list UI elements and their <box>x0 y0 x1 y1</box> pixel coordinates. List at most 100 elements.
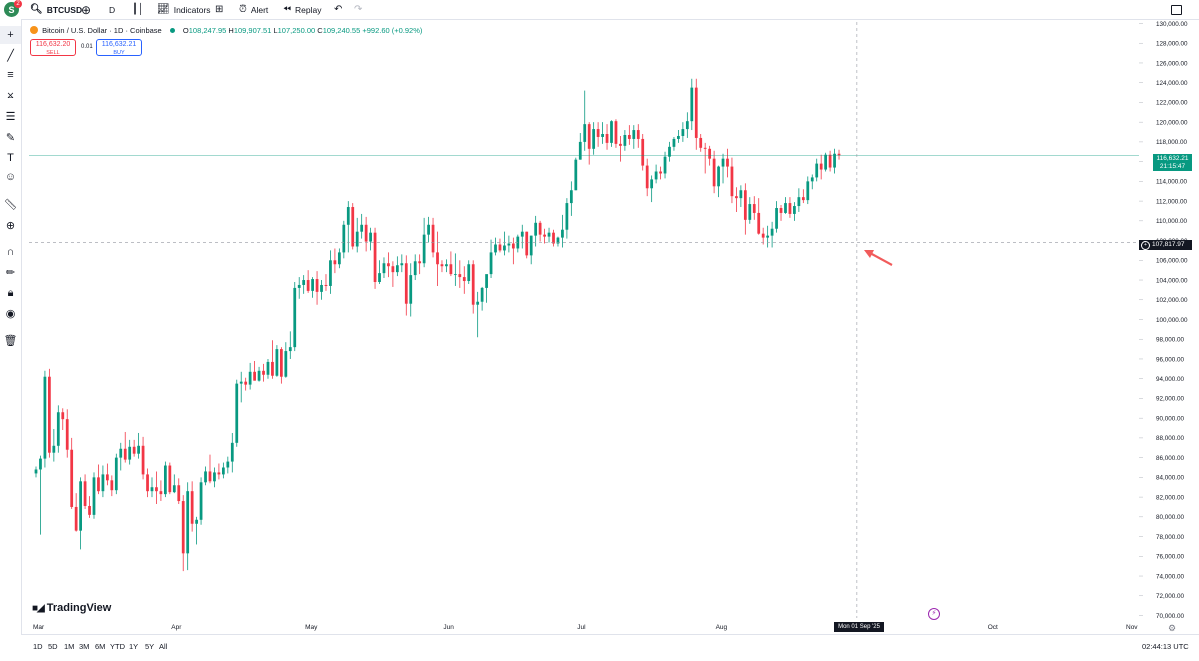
arrow-shaft <box>869 252 893 266</box>
candle-body <box>271 361 274 376</box>
ruler-tool-icon[interactable]: 📏︎ <box>3 198 18 211</box>
lock-icon[interactable]: 🔒︎ <box>7 286 14 299</box>
candle-body <box>534 222 538 236</box>
close-value: 109,240.55 <box>322 26 361 35</box>
candle-body <box>163 465 167 495</box>
candle-body <box>552 232 555 244</box>
price-tick-label: 92,000.00 <box>1156 396 1185 403</box>
eye-icon[interactable]: ◉ <box>5 307 16 320</box>
replay-button[interactable]: ⏪︎ Replay <box>283 0 321 19</box>
price-tick-label: 102,000.00 <box>1156 297 1188 304</box>
candle-body <box>360 224 364 232</box>
candle-body <box>284 351 288 377</box>
timeframe-6m[interactable]: 6M <box>95 642 106 651</box>
pattern-tool-icon[interactable]: ⨲ <box>7 88 14 101</box>
notification-badge: 2 <box>14 0 22 8</box>
candle-body <box>445 264 448 267</box>
timeframe-3m[interactable]: 3M <box>79 642 90 651</box>
candle-body <box>449 264 453 275</box>
trash-icon[interactable]: 🗑︎ <box>3 334 18 347</box>
indicators-button[interactable]: 📈︎ Indicators <box>157 0 211 19</box>
layout-button[interactable] <box>1171 0 1186 19</box>
price-tick-label: 86,000.00 <box>1156 455 1185 462</box>
candle-body <box>337 252 341 265</box>
candle-body <box>659 171 662 174</box>
alert-button[interactable]: ⏰︎ Alert <box>239 0 268 19</box>
candle-body <box>636 130 640 139</box>
timeframe-1m[interactable]: 1M <box>64 642 75 651</box>
chart-type-button[interactable]: ┃│ <box>132 0 148 19</box>
candle-body <box>810 177 814 182</box>
candle-body <box>324 284 328 286</box>
candle-body <box>311 279 314 291</box>
timeframe-5y[interactable]: 5Y <box>145 642 155 651</box>
forecast-tool-icon[interactable]: ☰ <box>5 110 16 123</box>
utc-clock[interactable]: 02:44:13 UTC <box>1142 642 1189 651</box>
brush-tool-icon[interactable]: ✎ <box>5 131 16 144</box>
sell-price: 116,632.20 <box>35 41 71 48</box>
stay-in-drawing-icon[interactable]: ✏ <box>5 266 16 279</box>
candle-body <box>739 190 743 199</box>
candle-body <box>489 252 493 275</box>
candle-body <box>39 458 42 470</box>
fib-tool-icon[interactable]: ≡ <box>7 69 14 81</box>
symbol-search-button[interactable]: 🔍︎ BTCUSD <box>30 0 82 19</box>
text-tool-icon[interactable]: T <box>7 152 14 164</box>
candle-body <box>547 232 551 237</box>
timeframe-all[interactable]: All <box>159 642 168 651</box>
buy-button[interactable]: 116,632.21 BUY <box>96 39 142 56</box>
interval-button[interactable]: D <box>109 0 115 19</box>
avatar-letter: S <box>8 4 15 15</box>
candle-body <box>235 383 239 443</box>
emoji-tool-icon[interactable]: ☺ <box>4 171 17 183</box>
candle-body <box>761 233 765 238</box>
magnet-tool-icon[interactable]: ∩ <box>6 246 15 258</box>
candle-body <box>743 190 747 220</box>
candle-body <box>614 121 618 144</box>
crosshair-tool-icon[interactable]: + <box>0 26 21 44</box>
timeframe-1d[interactable]: 1D <box>33 642 43 651</box>
price-tick-label: 118,000.00 <box>1156 139 1188 146</box>
candle-body <box>186 491 190 554</box>
zoom-in-tool-icon[interactable]: ⊕ <box>5 219 16 232</box>
candle-body <box>574 159 578 191</box>
templates-button[interactable]: ⊞ <box>215 0 227 19</box>
candle-body <box>837 153 841 156</box>
timeframe-1y[interactable]: 1Y <box>129 642 139 651</box>
candle-body <box>373 232 377 283</box>
candle-body <box>453 274 457 275</box>
price-tick-label: 104,000.00 <box>1156 277 1188 284</box>
add-symbol-button[interactable]: ⊕ <box>81 0 95 19</box>
candle-body <box>159 491 163 495</box>
candle-body <box>498 244 502 251</box>
candle-body <box>395 265 399 273</box>
candle-body <box>596 129 600 137</box>
sell-button[interactable]: 116,632.20 SELL <box>30 39 76 56</box>
timeframe-5d[interactable]: 5D <box>48 642 58 651</box>
redo-button[interactable]: ↷ <box>354 0 366 19</box>
timeframe-ytd[interactable]: YTD <box>110 642 125 651</box>
candle-body <box>431 224 435 253</box>
candle-body <box>627 134 631 139</box>
price-tick-label: 90,000.00 <box>1156 415 1185 422</box>
indicators-label: Indicators <box>173 4 211 15</box>
trend-line-tool-icon[interactable]: ╱ <box>7 49 14 62</box>
settings-gear-icon[interactable]: ⚙ <box>1168 623 1177 633</box>
undo-button[interactable]: ↶ <box>334 0 346 19</box>
add-alert-icon[interactable]: + <box>1141 240 1150 250</box>
crosshair-date-label: Mon 01 Sep '25 <box>834 622 884 632</box>
candle-body <box>690 87 694 122</box>
candle-body <box>677 135 680 139</box>
chart-overlays <box>29 22 1139 618</box>
coinbase-logo-icon <box>30 26 38 34</box>
candle-body <box>288 347 292 352</box>
time-tick-label: Jul <box>577 624 586 631</box>
candle-body <box>561 229 564 238</box>
jump-to-realtime-icon[interactable]: ⚡︎ <box>928 608 940 620</box>
bottom-toolbar: 1D 5D 1M 3M 6M YTD 1Y 5Y All 02:44:13 UTC <box>21 634 1199 661</box>
alarm-clock-icon: ⏰︎ <box>239 4 247 15</box>
candle-body <box>748 204 752 220</box>
candle-body <box>672 138 676 147</box>
price-tick-label: 110,000.00 <box>1156 218 1188 225</box>
